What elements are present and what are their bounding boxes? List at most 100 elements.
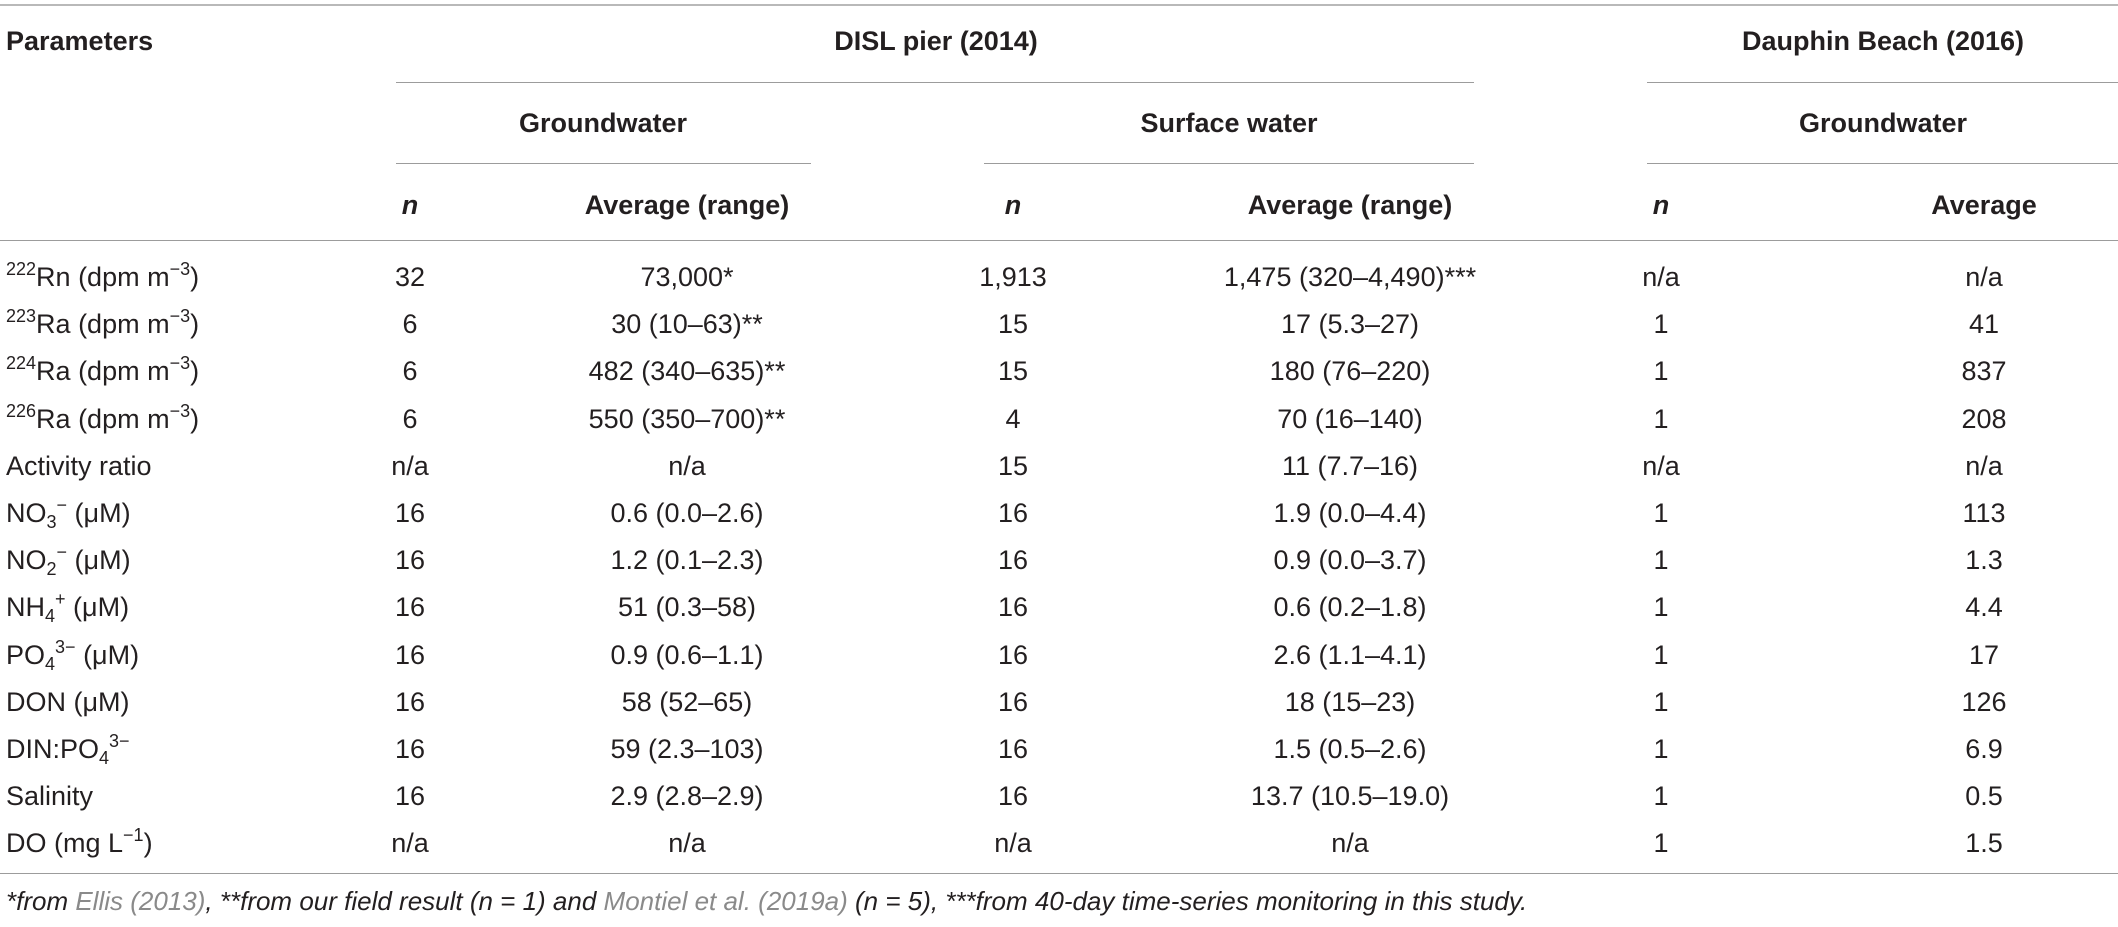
cell-n-dauphin: 1 — [1653, 639, 1669, 670]
parameter-sub: 2 — [46, 559, 57, 580]
header-surface-water: Surface water — [1140, 108, 1318, 138]
cell-average-range-groundwater: 0.6 (0.0–2.6) — [610, 498, 764, 528]
parameter-post: (μM) — [67, 545, 131, 576]
cell-n-surface-water: n/a — [994, 828, 1032, 859]
parameter-post: (μM) — [75, 639, 140, 670]
parameter-sub: 4 — [45, 653, 56, 674]
cell-average-dauphin: 126 — [1961, 686, 2007, 717]
cell-average-range-groundwater: 1.2 (0.1–2.3) — [610, 545, 764, 576]
table-row: NH4+ (μM) 16 51 (0.3–58) 16 0.6 (0.2–1.8) 1 4.… — [0, 584, 2118, 631]
cell-average-range-surface-water: 0.9 (0.0–3.7) — [1273, 545, 1427, 576]
cell-average-dauphin: 41 — [1968, 309, 2000, 340]
table-row: Salinity 16 2.9 (2.8–2.9) 16 13.7 (10.5–19.0… — [0, 773, 2118, 820]
table-row: Activity ratio n/a n/a 15 11 (7.7–16) n/a n/a — [0, 443, 2118, 490]
cell-n-surface-water: 16 — [997, 592, 1029, 623]
parameter-pre: DO (mg L — [6, 828, 124, 859]
parameter-cell: 222Rn (dpm m−3) — [6, 254, 199, 301]
parameter-sup1: 223 — [6, 306, 37, 327]
cell-n-groundwater: 16 — [394, 781, 426, 812]
cell-average-range-surface-water: n/a — [1331, 828, 1369, 859]
cell-average-range-groundwater: n/a — [668, 450, 706, 481]
cell-n-surface-water: 1,913 — [979, 262, 1047, 292]
cell-n-dauphin: n/a — [1642, 262, 1680, 292]
cell-average-range-groundwater: 73,000* — [640, 262, 734, 292]
cell-average-dauphin: 1.5 — [1965, 828, 2003, 859]
header-average-range-surface-water: Average (range) — [1247, 190, 1453, 220]
cell-average-dauphin: n/a — [1965, 450, 2003, 481]
cell-average-range-groundwater: 58 (52–65) — [621, 686, 753, 717]
cell-average-range-surface-water: 0.6 (0.2–1.8) — [1273, 592, 1427, 623]
parameter-cell: PO43− (μM) — [6, 632, 139, 679]
cell-average-range-groundwater: 482 (340–635)** — [588, 356, 786, 387]
parameter-pre: DON (μM) — [6, 686, 130, 717]
header-n-groundwater: n — [401, 190, 419, 220]
cell-n-groundwater: 16 — [394, 592, 426, 623]
cell-n-dauphin: 1 — [1653, 592, 1669, 623]
cell-n-groundwater: 16 — [394, 498, 426, 528]
cell-average-range-surface-water: 18 (15–23) — [1284, 686, 1416, 717]
parameter-base: Rn (dpm m — [36, 262, 170, 292]
cell-average-range-groundwater: 30 (10–63)** — [611, 309, 763, 340]
parameter-sup2: −3 — [169, 306, 191, 327]
parameter-cell: DIN:PO43− — [6, 726, 130, 773]
parameter-post: ) — [190, 403, 200, 434]
parameter-sup1: 222 — [6, 259, 37, 279]
parameter-sup2: −3 — [169, 259, 191, 279]
cell-average-range-surface-water: 180 (76–220) — [1269, 356, 1431, 387]
parameter-cell: NO3− (μM) — [6, 490, 131, 537]
cell-average-range-surface-water: 1.5 (0.5–2.6) — [1273, 734, 1427, 764]
cell-n-groundwater: 6 — [402, 309, 418, 340]
parameter-sup1: 226 — [6, 400, 37, 421]
table-row: 226Ra (dpm m−3) 6 550 (350–700)** 4 70 (16–1… — [0, 396, 2118, 443]
table-row: 222Rn (dpm m−3) 32 73,000* 1,913 1,475 (320–… — [0, 254, 2118, 301]
dauphin-span-rule — [1647, 82, 2118, 83]
header-dauphin-beach: Dauphin Beach (2016) — [1741, 26, 2025, 56]
cell-average-dauphin: 6.9 — [1965, 734, 2003, 764]
cell-n-groundwater: n/a — [391, 450, 429, 481]
cell-average-range-surface-water: 1.9 (0.0–4.4) — [1273, 498, 1427, 528]
table-row: PO43− (μM) 16 0.9 (0.6–1.1) 16 2.6 (1.1–4.1)… — [0, 632, 2118, 679]
parameter-base: Ra (dpm m — [36, 309, 170, 340]
parameter-sup2: −3 — [169, 353, 191, 374]
parameter-base: Ra (dpm m — [36, 356, 170, 387]
footnote-text-1: *from — [6, 886, 76, 916]
cell-average-range-surface-water: 70 (16–140) — [1277, 403, 1423, 434]
cell-average-range-groundwater: 550 (350–700)** — [588, 403, 786, 434]
header-groundwater: Groundwater — [518, 108, 688, 138]
parameter-pre: NH — [6, 592, 45, 623]
cell-n-dauphin: 1 — [1653, 781, 1669, 812]
cell-average-range-groundwater: 51 (0.3–58) — [617, 592, 757, 623]
parameter-cell: Activity ratio — [6, 443, 152, 490]
parameter-sup2: −1 — [123, 825, 144, 846]
parameter-pre: DIN:PO — [6, 734, 100, 764]
parameter-pre: NO — [6, 498, 47, 528]
header-n-dauphin: n — [1652, 190, 1670, 220]
cell-average-range-groundwater: 2.9 (2.8–2.9) — [610, 781, 764, 812]
header-bottom-rule — [0, 240, 2118, 241]
cell-n-surface-water: 16 — [997, 734, 1029, 764]
cell-n-groundwater: 16 — [394, 686, 426, 717]
header-parameters: Parameters — [6, 26, 154, 56]
cell-n-surface-water: 15 — [997, 309, 1029, 340]
cell-average-range-groundwater: n/a — [668, 828, 706, 859]
table-row: 224Ra (dpm m−3) 6 482 (340–635)** 15 180 (76… — [0, 348, 2118, 395]
cell-n-surface-water: 16 — [997, 639, 1029, 670]
cell-n-dauphin: 1 — [1653, 545, 1669, 576]
cell-average-dauphin: 1.3 — [1965, 545, 2003, 576]
top-rule — [0, 4, 2118, 6]
parameter-post: ) — [190, 262, 200, 292]
footnote-text-3: (n = 5), ***from 40-day time-series moni… — [847, 886, 1528, 916]
footnote-text-2: , **from our field result (n = 1) and — [205, 886, 604, 916]
disl-span-rule — [396, 82, 1474, 83]
groundwater-span-rule — [396, 163, 811, 164]
cell-average-range-surface-water: 2.6 (1.1–4.1) — [1273, 639, 1427, 670]
parameter-sup2: − — [56, 542, 68, 563]
cell-n-surface-water: 16 — [997, 781, 1029, 812]
table-row: 223Ra (dpm m−3) 6 30 (10–63)** 15 17 (5.3–27… — [0, 301, 2118, 348]
cell-n-dauphin: 1 — [1653, 309, 1669, 340]
footnote-ref-montiel[interactable]: Montiel et al. (2019a) — [603, 886, 848, 916]
cell-n-dauphin: 1 — [1653, 356, 1669, 387]
parameter-cell: 224Ra (dpm m−3) — [6, 348, 199, 395]
parameter-pre: Activity ratio — [6, 450, 152, 481]
footnote-ref-ellis[interactable]: Ellis (2013) — [75, 886, 206, 916]
